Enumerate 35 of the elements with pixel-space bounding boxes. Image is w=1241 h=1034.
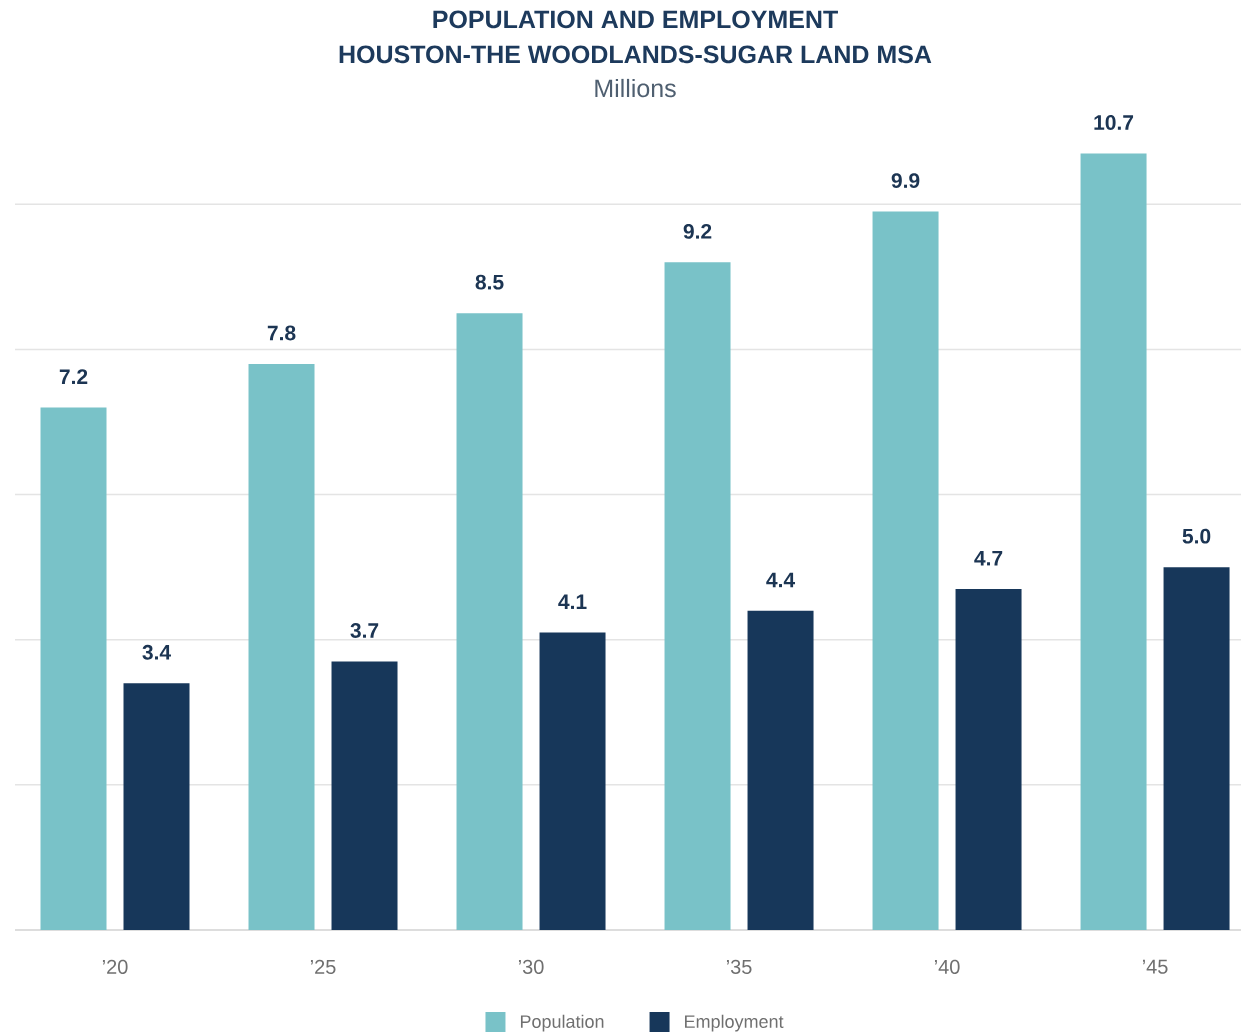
bar <box>872 211 939 930</box>
data-label: 4.7 <box>974 550 1003 566</box>
bar <box>955 588 1022 930</box>
legend-label: Employment <box>685 1014 784 1032</box>
bar <box>456 313 523 930</box>
x-tick-label: ’25 <box>310 959 336 974</box>
bar <box>123 683 190 930</box>
data-label: 5.0 <box>1182 528 1211 544</box>
bar <box>40 407 107 930</box>
data-label: 7.2 <box>59 369 88 384</box>
y-axis-title: Millions <box>595 78 676 98</box>
bar <box>1163 567 1230 930</box>
data-label: 4.1 <box>558 594 587 609</box>
bar <box>539 632 606 930</box>
x-tick-label: ’30 <box>518 959 544 974</box>
data-label: 7.8 <box>267 325 296 341</box>
bar <box>331 661 398 930</box>
x-tick-label: ’45 <box>1142 959 1168 974</box>
data-label: 8.5 <box>475 274 504 290</box>
data-label: 4.4 <box>766 572 796 588</box>
x-tick-label: ’40 <box>934 959 960 974</box>
legend-label: Population <box>520 1014 604 1032</box>
chart-subtitle: HOUSTON-THE WOODLANDS-SUGAR LAND MSA <box>339 45 932 64</box>
data-label: 3.4 <box>142 644 171 660</box>
data-label: 9.2 <box>683 223 712 239</box>
bar <box>1080 153 1147 930</box>
x-tick-label: ’20 <box>102 959 128 974</box>
chart-title: POPULATION AND EMPLOYMENT <box>433 10 838 29</box>
x-tick-label: ’35 <box>726 959 752 974</box>
data-label: 10.7 <box>1094 115 1134 130</box>
bar <box>248 363 315 930</box>
data-label: 9.9 <box>891 173 920 189</box>
data-label: 3.7 <box>350 623 379 638</box>
bar <box>664 262 731 930</box>
bar <box>747 610 814 930</box>
